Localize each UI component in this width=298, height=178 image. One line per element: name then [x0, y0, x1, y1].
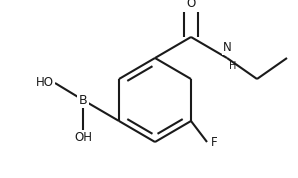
Text: HO: HO — [35, 77, 54, 90]
Text: H: H — [229, 61, 236, 71]
Text: OH: OH — [74, 131, 92, 144]
Text: F: F — [211, 135, 217, 148]
Text: B: B — [79, 93, 87, 106]
Text: O: O — [186, 0, 195, 10]
Text: N: N — [223, 41, 231, 54]
